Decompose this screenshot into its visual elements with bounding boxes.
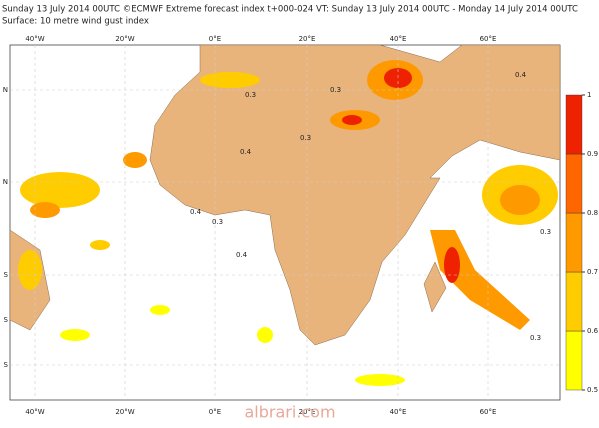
contour-label: 0.3 <box>300 134 311 142</box>
lat-label: N <box>3 86 8 94</box>
colorbar-label: 0.9 <box>587 150 598 158</box>
colorbar-band <box>565 94 583 155</box>
lat-label: S <box>4 316 9 324</box>
contour-label: 0.3 <box>330 86 341 94</box>
header-line: Surface: 10 metre wind gust index <box>2 17 149 27</box>
lon-label: 20°E <box>299 35 316 43</box>
contour-label: 0.3 <box>212 218 223 226</box>
colorbar-band <box>565 153 583 214</box>
land <box>423 261 447 313</box>
contour-label: 0.3 <box>245 91 256 99</box>
lon-label: 40°W <box>25 35 44 43</box>
contour-label: 0.4 <box>515 71 527 79</box>
colorbar-label: 0.5 <box>587 386 598 394</box>
colorbar-band <box>565 212 583 273</box>
colorbar-label: 0.6 <box>587 327 599 335</box>
lon-label: 40°E <box>390 408 407 416</box>
contour-label: 0.4 <box>190 208 202 216</box>
lat-label: N <box>3 178 8 186</box>
lon-label: 0°E <box>209 408 221 416</box>
lon-label: 20°E <box>299 408 316 416</box>
labels: 40°W 40°W 20°W 20°W 0°E 0°E 20°E 20°E 40°E 40°E 60… <box>3 35 599 422</box>
graticule <box>10 45 560 400</box>
map <box>9 44 561 401</box>
lon-label: 60°E <box>480 408 497 416</box>
contour-label: 0.4 <box>236 251 248 259</box>
contour-label: 0.4 <box>240 148 252 156</box>
contour-label: 0.3 <box>540 228 551 236</box>
lon-label: 40°W <box>25 408 44 416</box>
watermark: albrari.com <box>244 403 335 422</box>
lon-label: 20°W <box>115 35 134 43</box>
lon-label: 40°E <box>390 35 407 43</box>
lat-label: S <box>4 271 9 279</box>
header-line: Sunday 13 July 2014 00UTC ©ECMWF Extreme… <box>2 5 578 15</box>
colorbar-label: 1 <box>587 91 591 99</box>
land <box>149 44 561 346</box>
colorbar-label: 0.7 <box>587 268 598 276</box>
lon-label: 60°E <box>480 35 497 43</box>
lon-label: 20°W <box>115 408 134 416</box>
colorbar-band <box>565 330 583 391</box>
contour-label: 0.3 <box>530 334 541 342</box>
colorbar-band <box>565 271 583 332</box>
colorbar-label: 0.8 <box>587 209 598 217</box>
lat-label: S <box>4 361 9 369</box>
lon-label: 0°E <box>209 35 221 43</box>
